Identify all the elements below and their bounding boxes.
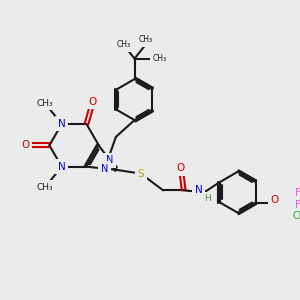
Text: H: H xyxy=(205,194,211,203)
Text: N: N xyxy=(106,155,113,165)
Text: N: N xyxy=(101,164,108,174)
Text: CH₃: CH₃ xyxy=(116,40,130,49)
Text: CH₃: CH₃ xyxy=(153,54,167,63)
Text: CH₃: CH₃ xyxy=(37,99,53,108)
Text: F: F xyxy=(295,188,300,198)
Text: Cl: Cl xyxy=(293,211,300,220)
Text: O: O xyxy=(270,195,278,205)
Text: N: N xyxy=(58,119,66,129)
Text: F: F xyxy=(295,200,300,210)
Text: O: O xyxy=(89,97,97,106)
Text: N: N xyxy=(195,185,203,195)
Text: N: N xyxy=(58,162,66,172)
Text: O: O xyxy=(177,163,185,173)
Text: CH₃: CH₃ xyxy=(139,35,153,44)
Text: O: O xyxy=(21,140,29,150)
Text: CH₃: CH₃ xyxy=(37,183,53,192)
Text: S: S xyxy=(137,169,144,178)
